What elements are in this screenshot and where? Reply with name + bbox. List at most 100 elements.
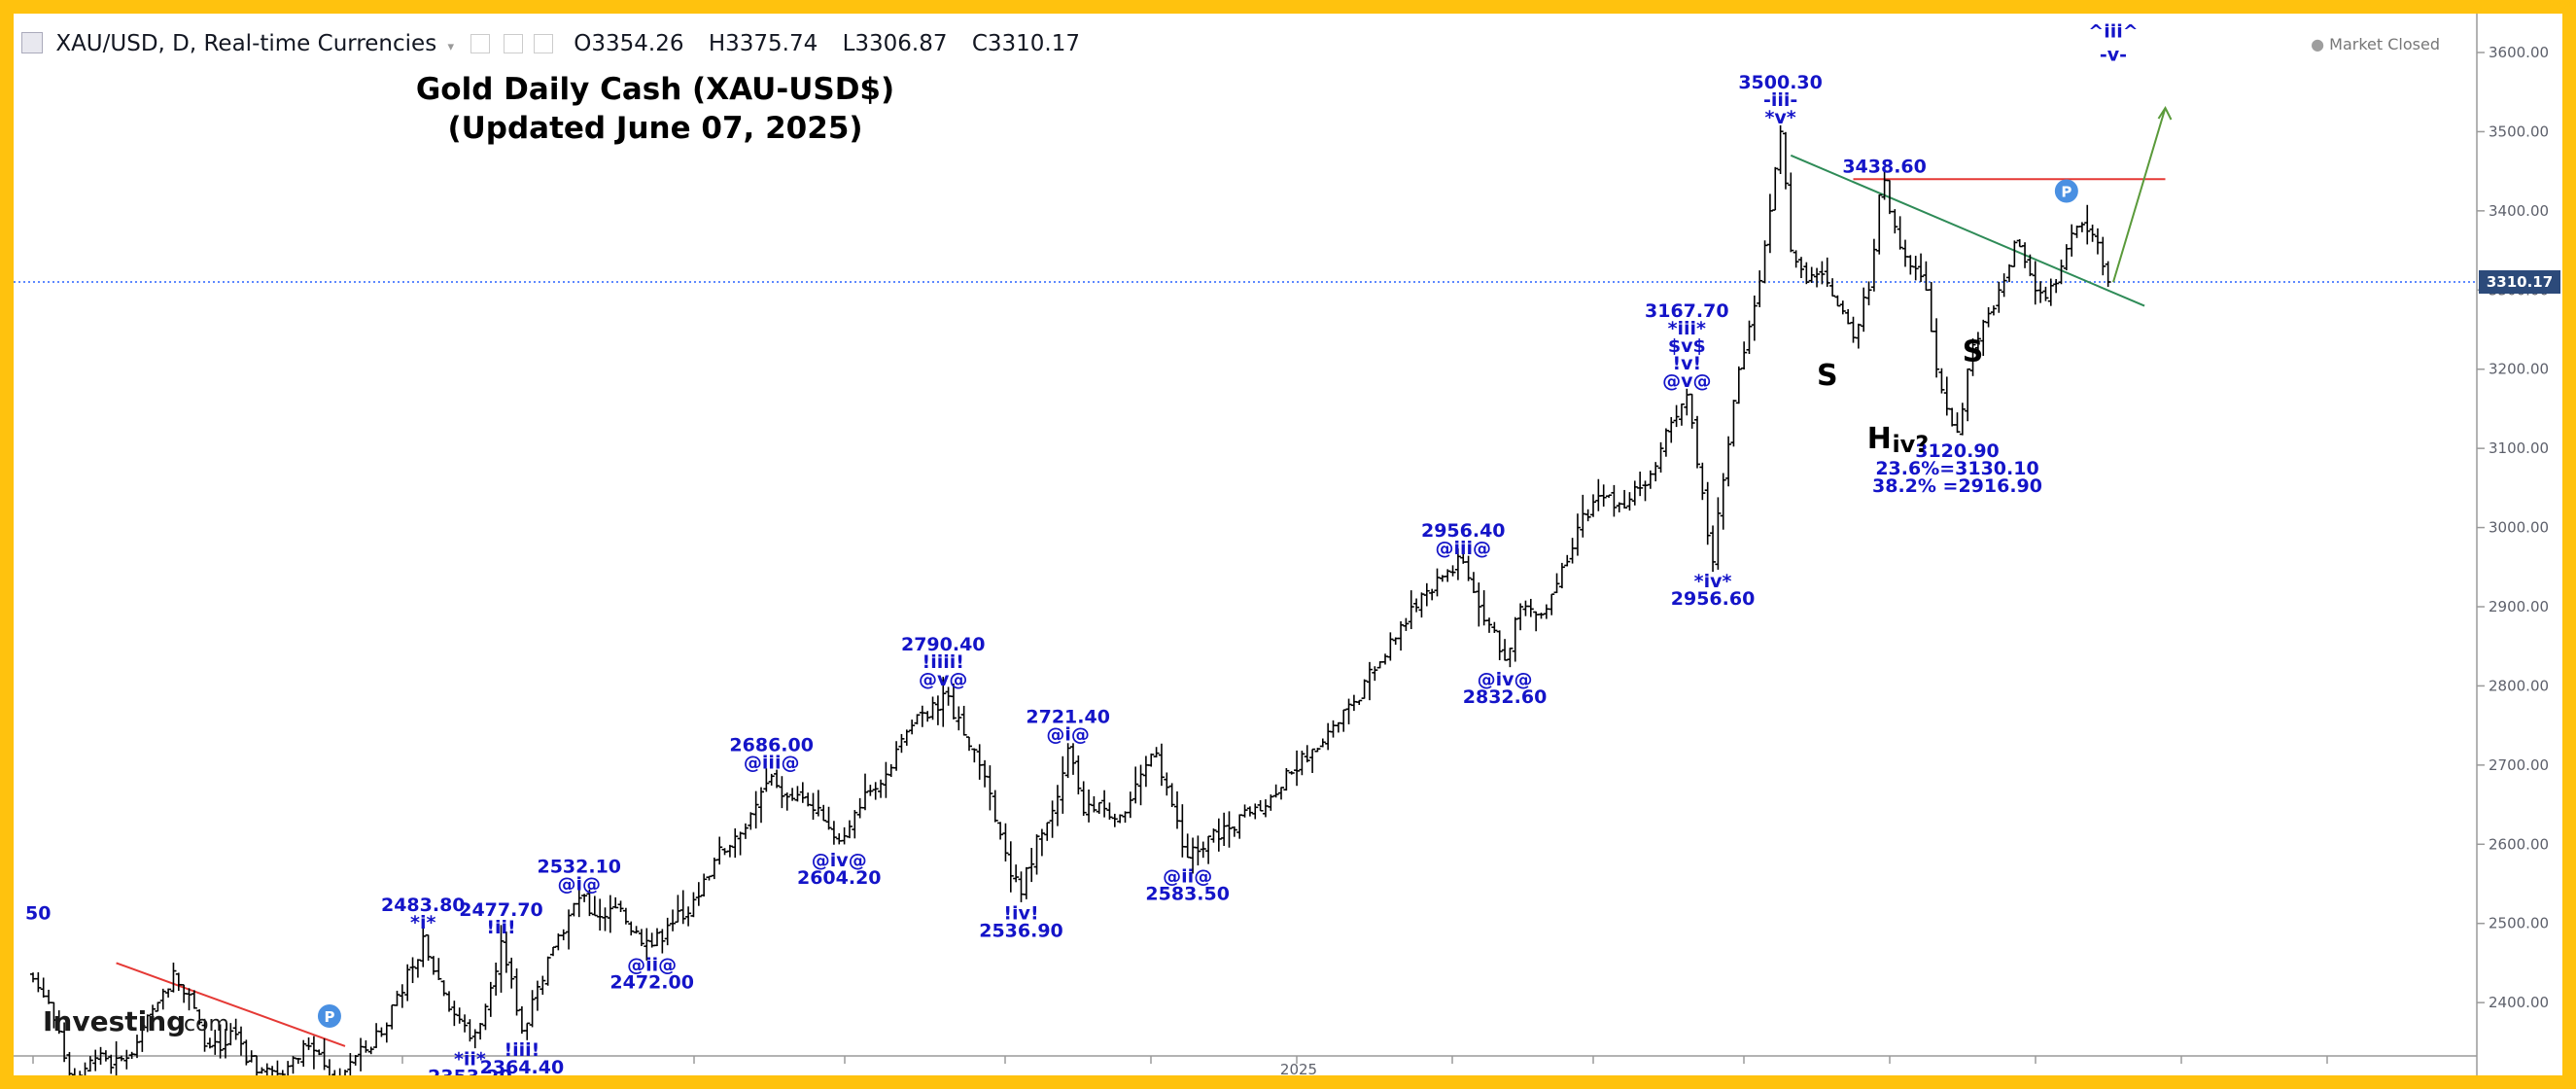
ohlc-bar: [191, 990, 197, 1009]
ohlc-bar: [1288, 771, 1295, 775]
ohlc-bar: [1933, 318, 1940, 378]
settings-icon[interactable]: [503, 34, 523, 53]
ohlc-bar: [1657, 441, 1664, 474]
ohlc-bar: [1892, 209, 1898, 234]
ohlc-bar: [1252, 803, 1259, 820]
ohlc-bar: [1678, 403, 1685, 426]
ohlc-bar: [1918, 253, 1925, 283]
ohlc-bar: [232, 1018, 239, 1040]
ohlc-bar: [102, 1050, 109, 1062]
ohlc-bar: [2032, 261, 2038, 305]
price-tick-label: 2300.00: [2489, 1073, 2549, 1075]
ohlc-bar: [1272, 784, 1279, 798]
ohlc-bar: [389, 1003, 396, 1030]
ohlc-bar: [1803, 262, 1810, 285]
eye-icon[interactable]: [470, 34, 491, 53]
ohlc-bar: [1865, 281, 1872, 306]
ohlc-bar: [394, 990, 400, 1006]
chart-frame: 2025 PP 502483.80*i*2477.70!ii!*ii*2353.…: [14, 14, 2562, 1075]
ohlc-bar: [1314, 748, 1321, 753]
ohlc-bar: [1013, 864, 1020, 883]
ohlc-bar: [815, 790, 821, 817]
ohlc-bar: [799, 782, 806, 803]
ohlc-bar: [1210, 828, 1217, 843]
ohlc-bar: [805, 792, 812, 807]
ohlc-bar: [1033, 834, 1040, 875]
ohlc-bar: [1387, 632, 1394, 661]
ohlc-bar: [1246, 806, 1253, 817]
ohlc-bar: [1720, 473, 1726, 530]
ohlc-bar: [420, 926, 427, 967]
ohlc-bar: [607, 895, 613, 933]
chevron-down-icon[interactable]: ▾: [447, 40, 455, 54]
ohlc-bar: [170, 962, 177, 993]
ohlc-bar: [524, 1022, 531, 1040]
ohlc-bar: [1741, 341, 1748, 369]
ohlc-bar: [1366, 661, 1373, 701]
ohlc-bar: [1080, 781, 1087, 817]
ohlc-bar: [1543, 604, 1549, 619]
ohlc-bar: [92, 1049, 99, 1071]
ohlc-bar: [1694, 415, 1700, 469]
ohlc-bar: [924, 711, 931, 722]
ohlc-bar: [2053, 278, 2060, 294]
ohlc-bar: [1735, 366, 1742, 404]
ohlc-bar: [566, 909, 573, 950]
ohlc-bar: [1491, 621, 1498, 633]
ohlc-bar: [529, 990, 536, 1028]
ohlc-bar: [1449, 565, 1456, 577]
price-chart[interactable]: 2025 PP 502483.80*i*2477.70!ii!*ii*2353.…: [14, 14, 2562, 1075]
trend-line: [1790, 154, 2145, 307]
ohlc-bar: [1943, 376, 1950, 416]
ohlc-bar: [862, 773, 868, 811]
ohlc-bar: [638, 929, 644, 947]
ohlc-bar: [498, 925, 505, 993]
ohlc-bar: [1996, 281, 2002, 313]
ohlc-bar: [1434, 568, 1441, 597]
wave-label: 2604.20: [797, 867, 882, 889]
ohlc-bar: [789, 788, 796, 801]
ohlc-bar: [1184, 833, 1191, 859]
ohlc-bar: [1205, 835, 1212, 864]
ohlc-bar: [752, 790, 759, 829]
ohlc-bar: [254, 1055, 261, 1075]
ohlc-bar: [1834, 295, 1841, 307]
ohlc-bar: [1580, 494, 1586, 538]
wave-label: 2364.40: [480, 1057, 565, 1075]
ohlc-bar: [1070, 743, 1076, 775]
ohlc-bar: [1777, 124, 1784, 174]
ohlc-bar: [1668, 416, 1675, 443]
ohlc-bar: [591, 896, 598, 917]
price-tick-label: 2900.00: [2489, 598, 2549, 615]
wave-label: !iiii!: [922, 651, 964, 673]
ohlc-bar: [929, 696, 936, 720]
ohlc-bar: [186, 988, 192, 1011]
ohlc-bar: [2058, 259, 2065, 285]
wave-label: 3167.70: [1645, 300, 1729, 322]
wave-label: 50: [25, 903, 51, 925]
ohlc-bar: [555, 933, 562, 951]
symbol-name[interactable]: XAU/USD, D, Real-time Currencies: [55, 31, 437, 56]
ohlc-bar: [1527, 598, 1534, 617]
ohlc-bar: [404, 964, 411, 1001]
ohlc-bar: [144, 1014, 151, 1033]
ohlc-bar: [201, 1018, 208, 1052]
ohlc-bar: [1798, 257, 1804, 279]
ohlc-bar: [602, 907, 609, 931]
ohlc-bar: [633, 926, 640, 934]
ohlc-bar: [1502, 639, 1509, 661]
ohlc-bar: [1268, 794, 1274, 811]
ohlc-bar: [1164, 772, 1170, 796]
ohlc-bar: [2042, 286, 2049, 301]
ohlc-bar: [1631, 480, 1638, 506]
close-icon[interactable]: [533, 34, 553, 53]
wave-label: ^iii^: [2088, 20, 2138, 42]
ohlc-bar: [451, 1001, 458, 1027]
ohlc-bar: [1699, 462, 1706, 501]
wave-label: -v-: [2100, 44, 2127, 65]
ohlc-bar: [51, 1001, 57, 1029]
ohlc-bar: [352, 1055, 359, 1066]
ohlc-bar: [909, 720, 916, 735]
ohlc-bar: [654, 928, 660, 947]
ohlc-bar: [1148, 753, 1155, 767]
